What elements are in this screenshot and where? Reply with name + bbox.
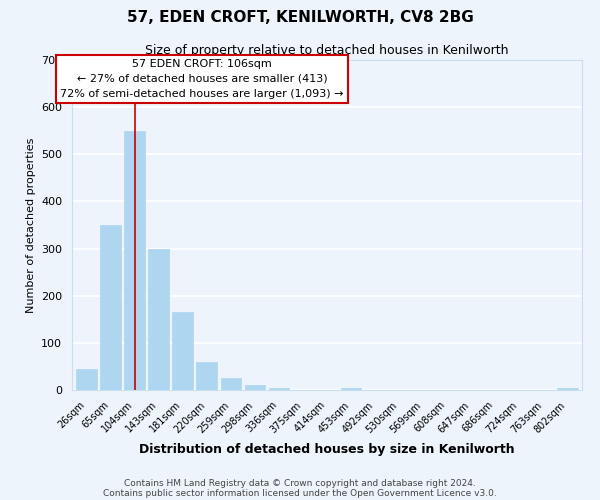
Bar <box>196 362 217 390</box>
Text: Contains HM Land Registry data © Crown copyright and database right 2024.: Contains HM Land Registry data © Crown c… <box>124 478 476 488</box>
Bar <box>245 386 265 390</box>
X-axis label: Distribution of detached houses by size in Kenilworth: Distribution of detached houses by size … <box>139 443 515 456</box>
Title: Size of property relative to detached houses in Kenilworth: Size of property relative to detached ho… <box>145 44 509 58</box>
Bar <box>341 388 361 390</box>
Text: 57, EDEN CROFT, KENILWORTH, CV8 2BG: 57, EDEN CROFT, KENILWORTH, CV8 2BG <box>127 10 473 25</box>
Y-axis label: Number of detached properties: Number of detached properties <box>26 138 35 312</box>
Bar <box>172 312 193 390</box>
Text: Contains public sector information licensed under the Open Government Licence v3: Contains public sector information licen… <box>103 488 497 498</box>
Bar <box>221 378 241 390</box>
Bar <box>124 130 145 390</box>
Text: 57 EDEN CROFT: 106sqm
← 27% of detached houses are smaller (413)
72% of semi-det: 57 EDEN CROFT: 106sqm ← 27% of detached … <box>60 59 344 98</box>
Bar <box>100 225 121 390</box>
Bar <box>148 248 169 390</box>
Bar <box>76 369 97 390</box>
Bar <box>557 388 578 390</box>
Bar <box>269 388 289 390</box>
